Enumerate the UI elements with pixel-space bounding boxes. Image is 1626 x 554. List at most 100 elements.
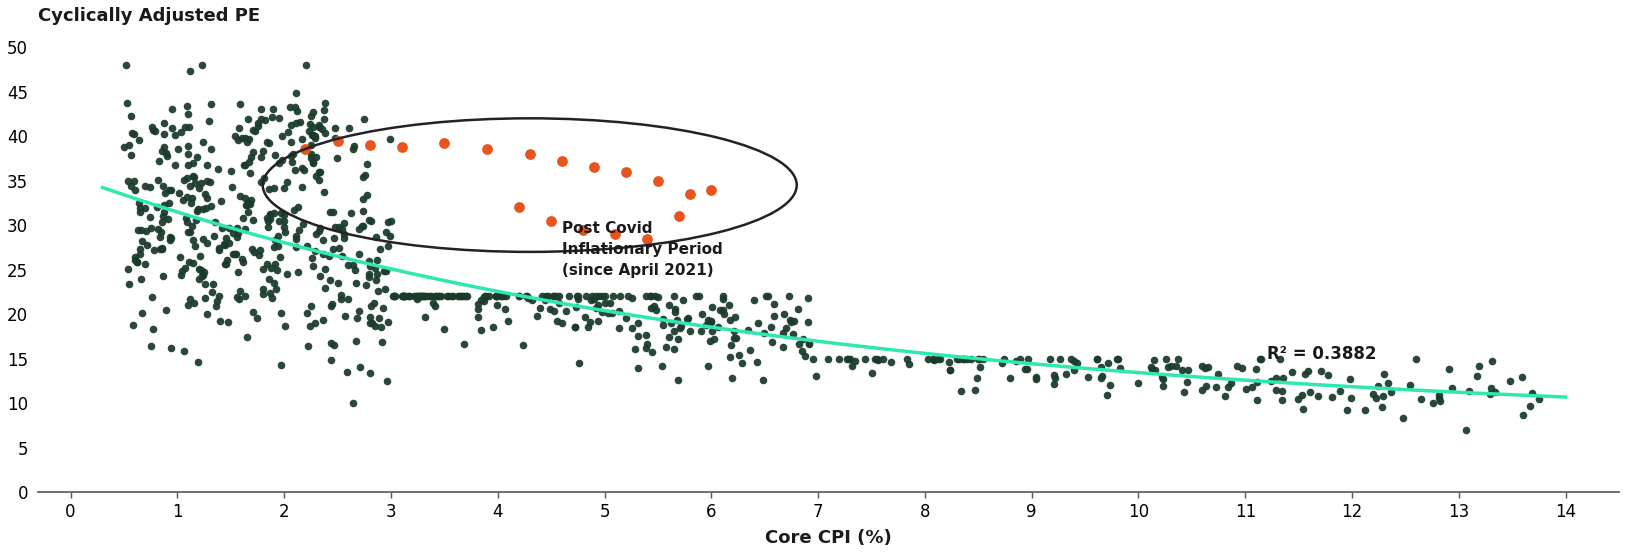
Point xyxy=(592,298,618,307)
Point xyxy=(699,327,725,336)
Point xyxy=(411,292,437,301)
Point xyxy=(193,310,220,319)
Point xyxy=(367,244,393,253)
Point xyxy=(711,310,737,319)
Point xyxy=(405,292,431,301)
Point xyxy=(356,270,382,279)
Point xyxy=(163,160,189,169)
Point xyxy=(792,351,818,360)
Point xyxy=(198,202,224,211)
Point xyxy=(340,261,366,270)
Point xyxy=(1075,372,1101,381)
Point xyxy=(150,271,176,280)
Point xyxy=(289,164,315,173)
Point xyxy=(272,183,298,192)
Point xyxy=(532,295,558,304)
Point xyxy=(698,317,724,326)
Point xyxy=(283,89,309,98)
Point xyxy=(761,311,787,320)
Point xyxy=(174,160,200,169)
Point xyxy=(182,215,208,224)
Point xyxy=(777,315,803,324)
Point xyxy=(1517,401,1543,410)
Point xyxy=(338,209,364,218)
Point xyxy=(371,304,397,313)
Point xyxy=(408,292,434,301)
Point xyxy=(223,250,249,259)
Point xyxy=(577,295,603,304)
Point xyxy=(172,214,198,223)
Point xyxy=(668,321,694,330)
Point xyxy=(154,215,180,224)
Point xyxy=(719,374,745,383)
Point xyxy=(852,355,878,363)
Point xyxy=(951,355,977,363)
Point xyxy=(496,316,522,325)
Point xyxy=(894,355,920,363)
Point xyxy=(637,292,663,301)
Point xyxy=(1315,371,1341,379)
Point xyxy=(920,356,946,365)
Point xyxy=(293,60,319,69)
Point xyxy=(1291,370,1317,379)
Point xyxy=(535,292,561,301)
Point xyxy=(543,292,569,301)
Point xyxy=(151,208,177,217)
Point xyxy=(322,124,348,132)
Point xyxy=(615,292,641,301)
Point xyxy=(646,176,672,185)
Point xyxy=(301,158,327,167)
Point xyxy=(641,301,667,310)
Point xyxy=(185,275,211,284)
Point xyxy=(439,292,465,301)
Point xyxy=(130,237,156,245)
Point xyxy=(592,292,618,301)
Point xyxy=(676,189,702,198)
Point xyxy=(124,257,150,266)
Point xyxy=(203,301,229,310)
Point xyxy=(634,234,660,243)
Point xyxy=(585,317,611,326)
Point xyxy=(626,332,652,341)
Point xyxy=(306,167,332,176)
Point xyxy=(488,292,514,301)
Point xyxy=(473,292,499,301)
Point xyxy=(1239,383,1265,392)
Point xyxy=(372,228,398,237)
Point xyxy=(598,309,624,318)
Point xyxy=(356,273,382,281)
Point xyxy=(556,292,582,301)
Point xyxy=(328,295,354,304)
Point xyxy=(717,316,743,325)
Point xyxy=(343,265,369,274)
Point xyxy=(151,201,177,209)
Point xyxy=(180,258,207,267)
Point xyxy=(218,166,244,175)
Point xyxy=(533,292,559,301)
Point xyxy=(390,292,416,301)
Point xyxy=(431,139,457,148)
Point xyxy=(634,343,660,352)
Point xyxy=(278,120,304,129)
Point xyxy=(1270,387,1296,396)
Point xyxy=(449,292,475,301)
Point xyxy=(278,137,304,146)
Point xyxy=(711,305,737,314)
Point xyxy=(312,128,338,137)
Point xyxy=(485,300,511,309)
Point xyxy=(174,217,200,226)
Point xyxy=(722,312,748,321)
Point xyxy=(298,120,324,129)
Point xyxy=(174,150,200,158)
Point xyxy=(1270,396,1296,405)
Point xyxy=(231,225,257,234)
Point xyxy=(278,157,304,166)
Point xyxy=(211,241,237,250)
Text: Post Covid
Inflationary Period
(since April 2021): Post Covid Inflationary Period (since Ap… xyxy=(561,220,722,278)
Point xyxy=(515,294,541,302)
Point xyxy=(135,240,161,249)
Point xyxy=(301,158,327,167)
Point xyxy=(190,234,216,243)
Point xyxy=(454,292,480,301)
Point xyxy=(465,300,491,309)
